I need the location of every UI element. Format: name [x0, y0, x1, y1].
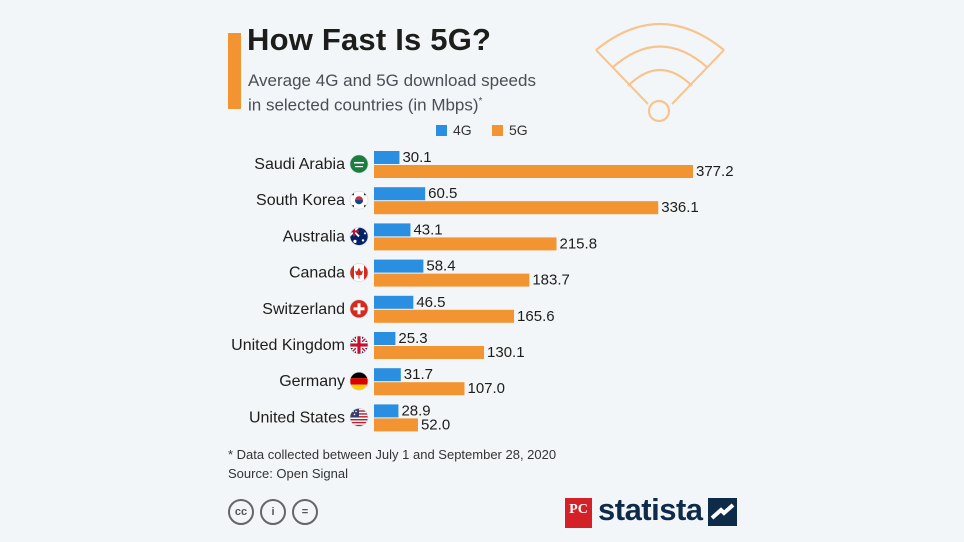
- value-label-5g-switzerland: 165.6: [517, 308, 555, 325]
- canada-flag-icon: [349, 263, 369, 282]
- legend-item-4g: 4G: [436, 122, 472, 138]
- bar-5g-saudi-arabia: [374, 165, 693, 178]
- south-korea-flag-icon: [349, 190, 369, 210]
- value-label-5g-south-korea: 336.1: [661, 199, 699, 216]
- bar-5g-south-korea: [374, 201, 659, 215]
- legend-label-5g: 5G: [509, 122, 528, 138]
- country-label-australia: Australia: [283, 228, 345, 245]
- value-label-5g-united-states: 52.0: [421, 416, 450, 433]
- country-label-germany: Germany: [279, 373, 345, 390]
- legend-label-4g: 4G: [453, 122, 472, 138]
- value-label-4g-canada: 58.4: [426, 258, 455, 275]
- chart-subtitle: Average 4G and 5G download speeds in sel…: [248, 70, 578, 116]
- legend-swatch-4g: [436, 124, 447, 136]
- value-label-4g-south-korea: 60.5: [428, 185, 457, 202]
- value-label-4g-united-states: 28.9: [401, 402, 430, 419]
- country-label-united-states: United States: [249, 409, 345, 426]
- bar-5g-united-kingdom: [374, 346, 485, 359]
- saudi-arabia-flag-icon: [349, 154, 369, 174]
- pc-magazine-logo[interactable]: PC: [565, 498, 592, 528]
- value-label-4g-australia: 43.1: [413, 221, 442, 238]
- bar-5g-switzerland: [374, 309, 515, 323]
- united-states-flag-icon: [349, 408, 369, 427]
- attribution-icon: i: [260, 499, 286, 525]
- value-label-5g-united-kingdom: 130.1: [487, 344, 525, 361]
- bar-4g-united-kingdom: [374, 332, 396, 345]
- country-label-saudi-arabia: Saudi Arabia: [254, 156, 345, 173]
- statista-logo-mark[interactable]: [708, 498, 737, 526]
- subtitle-line-1: Average 4G and 5G download speeds: [248, 71, 536, 90]
- country-label-south-korea: South Korea: [256, 192, 345, 209]
- value-label-5g-canada: 183.7: [532, 272, 570, 289]
- country-label-switzerland: Switzerland: [262, 301, 345, 318]
- creative-commons-icon: cc: [228, 499, 254, 525]
- value-label-5g-germany: 107.0: [467, 380, 505, 397]
- no-derivatives-glyph: =: [301, 506, 309, 518]
- germany-flag-icon: [349, 371, 369, 391]
- value-label-5g-saudi-arabia: 377.2: [696, 163, 734, 180]
- bar-5g-united-states: [374, 418, 418, 432]
- bar-4g-switzerland: [374, 295, 414, 309]
- subtitle-footnote-marker: *: [478, 96, 483, 107]
- value-label-4g-germany: 31.7: [404, 366, 433, 383]
- title-accent-bar: [228, 33, 241, 109]
- value-label-5g-australia: 215.8: [560, 235, 598, 252]
- bar-4g-united-states: [374, 404, 399, 418]
- bar-4g-south-korea: [374, 187, 426, 201]
- bar-4g-saudi-arabia: [374, 151, 400, 164]
- bar-4g-australia: [374, 223, 411, 237]
- value-label-4g-united-kingdom: 25.3: [398, 330, 427, 347]
- bar-5g-canada: [374, 273, 530, 287]
- legend-item-5g: 5G: [492, 122, 528, 138]
- country-label-canada: Canada: [289, 265, 345, 282]
- creative-commons-glyph: cc: [234, 506, 248, 518]
- chart-title: How Fast Is 5G?: [247, 22, 492, 57]
- switzerland-flag-icon: [349, 299, 369, 319]
- bar-5g-australia: [374, 237, 557, 251]
- wifi-icon: [595, 23, 725, 123]
- bar-4g-canada: [374, 259, 424, 273]
- legend-swatch-5g: [492, 124, 503, 136]
- australia-flag-icon: [349, 227, 369, 246]
- footnote: * Data collected between July 1 and Sept…: [228, 447, 557, 462]
- statista-logo-text[interactable]: statista: [598, 492, 703, 527]
- bar-5g-germany: [374, 382, 465, 396]
- bar-4g-germany: [374, 368, 401, 382]
- attribution-glyph: i: [271, 506, 275, 518]
- value-label-4g-switzerland: 46.5: [416, 294, 445, 311]
- source-note: Source: Open Signal: [228, 466, 348, 481]
- value-label-4g-saudi-arabia: 30.1: [402, 149, 431, 166]
- united-kingdom-flag-icon: [349, 335, 369, 355]
- subtitle-line-2: in selected countries (in Mbps): [248, 95, 479, 115]
- no-derivatives-icon: =: [292, 499, 318, 525]
- country-label-united-kingdom: United Kingdom: [231, 337, 345, 354]
